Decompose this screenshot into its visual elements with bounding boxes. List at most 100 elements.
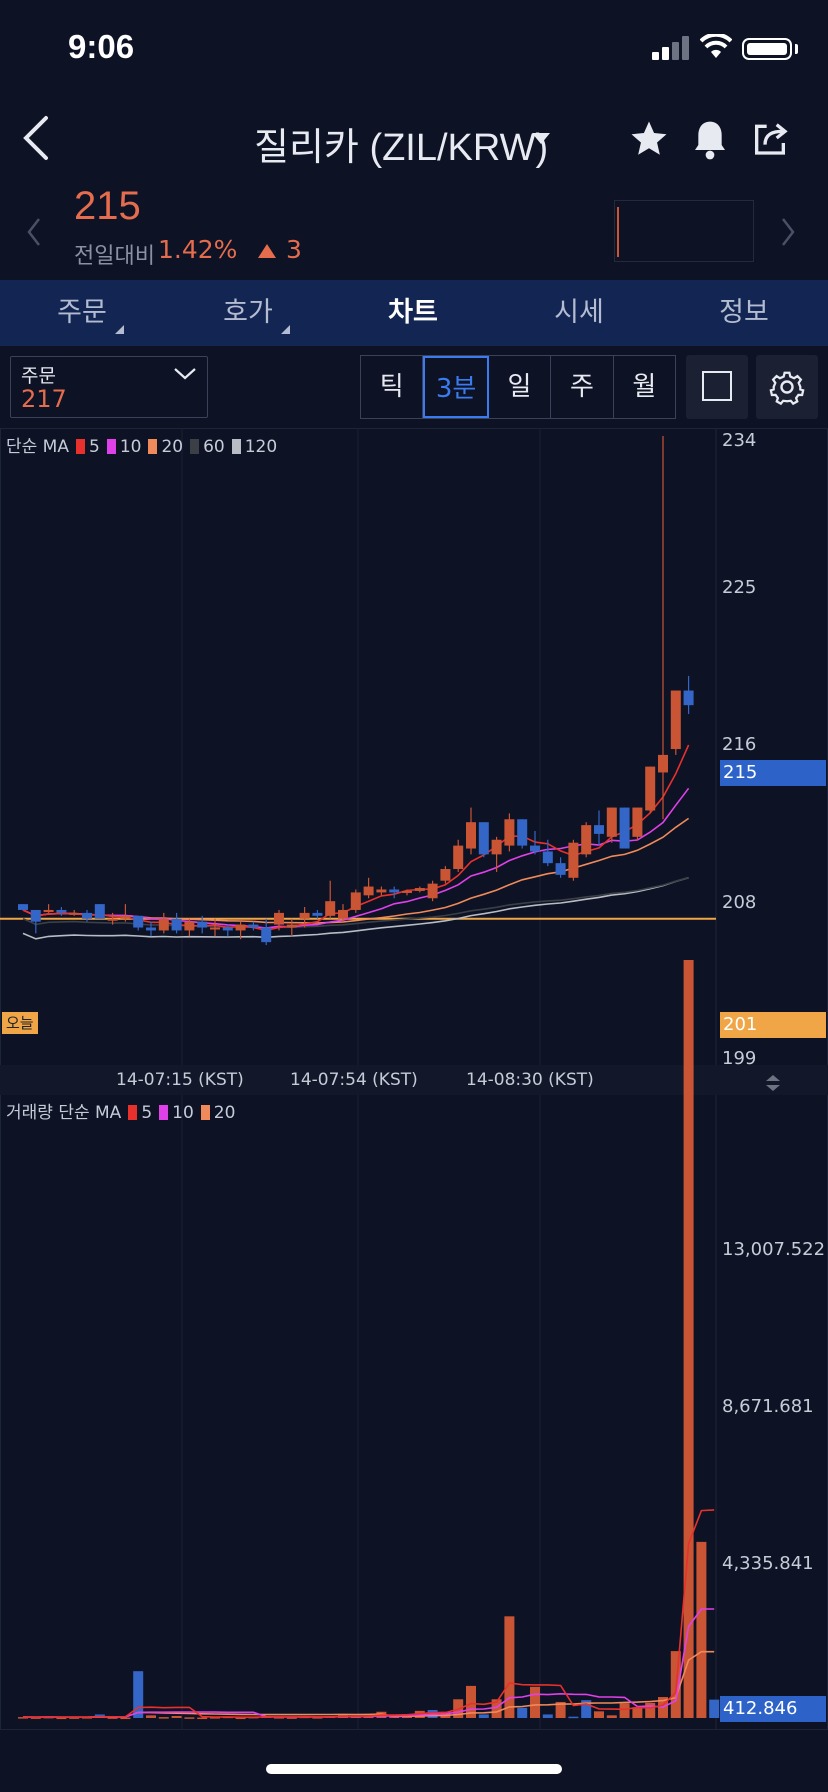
- vol-ma5-line: [22, 1509, 715, 1718]
- candle-body: [56, 909, 67, 913]
- period-week[interactable]: 주: [551, 356, 614, 418]
- x-tick-label: 14-08:30 (KST): [466, 1070, 594, 1090]
- order-dropdown[interactable]: 주문 217: [10, 356, 208, 418]
- period-month[interactable]: 월: [632, 372, 657, 402]
- home-indicator: [266, 1764, 562, 1774]
- candle-body: [30, 909, 41, 922]
- candle-body: [683, 690, 694, 706]
- bell-icon[interactable]: [690, 118, 730, 162]
- candle-body: [248, 924, 259, 928]
- status-bar: 9:06: [0, 0, 828, 100]
- candle-body: [632, 807, 643, 837]
- price-chart[interactable]: 단순 MA 5 10 20 60 120 234 225 216 208 199 215 …: [0, 428, 828, 1730]
- period-day[interactable]: 일: [489, 356, 552, 418]
- vol-tick-label: 4,335.841: [722, 1553, 814, 1574]
- candle-body: [427, 883, 438, 899]
- up-triangle-icon: [258, 244, 276, 258]
- change-label: 전일대비: [74, 244, 155, 269]
- candle-body: [594, 825, 604, 834]
- signal-icon: [652, 36, 689, 60]
- tab-chart[interactable]: 차트: [353, 280, 473, 346]
- candle-body: [376, 889, 387, 893]
- candle-body: [517, 819, 528, 846]
- ma-legend-title: 단순 MA: [6, 437, 69, 457]
- share-icon[interactable]: [750, 118, 790, 158]
- tab-info[interactable]: 정보: [684, 280, 804, 346]
- vol-ma10-line: [22, 1608, 715, 1718]
- chart-canvas[interactable]: [0, 428, 828, 1730]
- candle-body: [530, 845, 540, 852]
- resize-handle-icon[interactable]: [765, 1074, 781, 1092]
- candle-body: [619, 807, 630, 849]
- today-marker: 오늘: [2, 1012, 38, 1034]
- ma-legend: 단순 MA 5 10 20 60 120: [6, 432, 277, 457]
- candle-body: [222, 927, 233, 931]
- candle-body: [146, 927, 156, 931]
- ma60-label: 60: [203, 437, 225, 457]
- volume-bar: [286, 1717, 297, 1719]
- candle-body: [658, 754, 668, 773]
- current-price-tag: 215: [720, 760, 826, 786]
- candle-body: [261, 927, 272, 943]
- candle-body: [453, 845, 464, 870]
- tab-quotes[interactable]: 시세: [519, 280, 639, 346]
- page-title[interactable]: 질리카 (ZIL/KRW): [254, 127, 549, 169]
- candle-body: [581, 825, 592, 855]
- candle-body: [363, 886, 374, 896]
- volume-legend-title: 거래량 단순 MA: [6, 1103, 122, 1123]
- candle-body: [568, 842, 579, 878]
- candle-body: [478, 822, 489, 855]
- change-percent: 1.42%: [158, 235, 238, 264]
- vol-tick-label: 8,671.681: [722, 1396, 814, 1417]
- candle-body: [504, 819, 515, 846]
- volume-bar: [210, 1717, 220, 1719]
- candle-body: [120, 915, 131, 919]
- order-dropdown-label: 주문: [21, 365, 56, 387]
- period-tick[interactable]: 틱: [361, 356, 424, 418]
- header: 질리카 (ZIL/KRW): [0, 100, 828, 180]
- volume-bar: [466, 1685, 476, 1718]
- candle-body: [18, 904, 28, 910]
- candle-body: [43, 909, 54, 912]
- ma120-swatch: [231, 439, 241, 454]
- candle-body: [645, 766, 656, 811]
- period-3min[interactable]: 3분: [423, 356, 489, 418]
- chart-settings-button[interactable]: [756, 355, 818, 419]
- ma20-label: 20: [161, 437, 184, 457]
- vol-ma10-swatch: [159, 1105, 169, 1120]
- tab-orderbook[interactable]: 호가: [188, 280, 308, 346]
- next-arrow-icon[interactable]: [780, 217, 796, 247]
- volume-bar: [133, 1671, 144, 1718]
- tab-order[interactable]: 주문: [22, 280, 142, 346]
- back-icon[interactable]: [20, 115, 52, 161]
- candle-body: [440, 869, 451, 881]
- candle-body: [184, 921, 195, 931]
- tab-orderbook-label: 호가: [223, 297, 273, 328]
- vol-ma5-label: 5: [141, 1103, 153, 1123]
- fullscreen-button[interactable]: [686, 355, 748, 419]
- volume-bar: [235, 1717, 246, 1720]
- volume-legend: 거래량 단순 MA 5 10 20: [6, 1098, 235, 1123]
- vol-ma5-swatch: [128, 1105, 138, 1120]
- price-summary: 215 전일대비 1.42% 3: [0, 180, 828, 280]
- today-open-tag: 201: [720, 1012, 826, 1038]
- volume-bar: [568, 1716, 579, 1719]
- star-icon[interactable]: [628, 118, 670, 160]
- volume-bar: [197, 1717, 208, 1720]
- volume-bar: [120, 1717, 131, 1720]
- volume-bar: [632, 1707, 643, 1718]
- order-dropdown-value: 217: [21, 385, 67, 413]
- prev-arrow-icon[interactable]: [26, 217, 42, 247]
- period-selector: 틱 3분 일 주 월: [360, 355, 676, 419]
- vol-ma20-swatch: [200, 1105, 210, 1120]
- volume-bar: [56, 1717, 67, 1720]
- candle-body: [555, 863, 566, 875]
- candle-body: [414, 888, 425, 891]
- battery-tip: [795, 44, 798, 54]
- candle-body: [94, 904, 105, 919]
- vol-ma10-label: 10: [172, 1103, 194, 1123]
- ma5-swatch: [75, 439, 85, 454]
- battery-icon: [742, 38, 792, 60]
- volume-bar: [696, 1541, 707, 1718]
- chevron-down-icon[interactable]: [532, 133, 550, 144]
